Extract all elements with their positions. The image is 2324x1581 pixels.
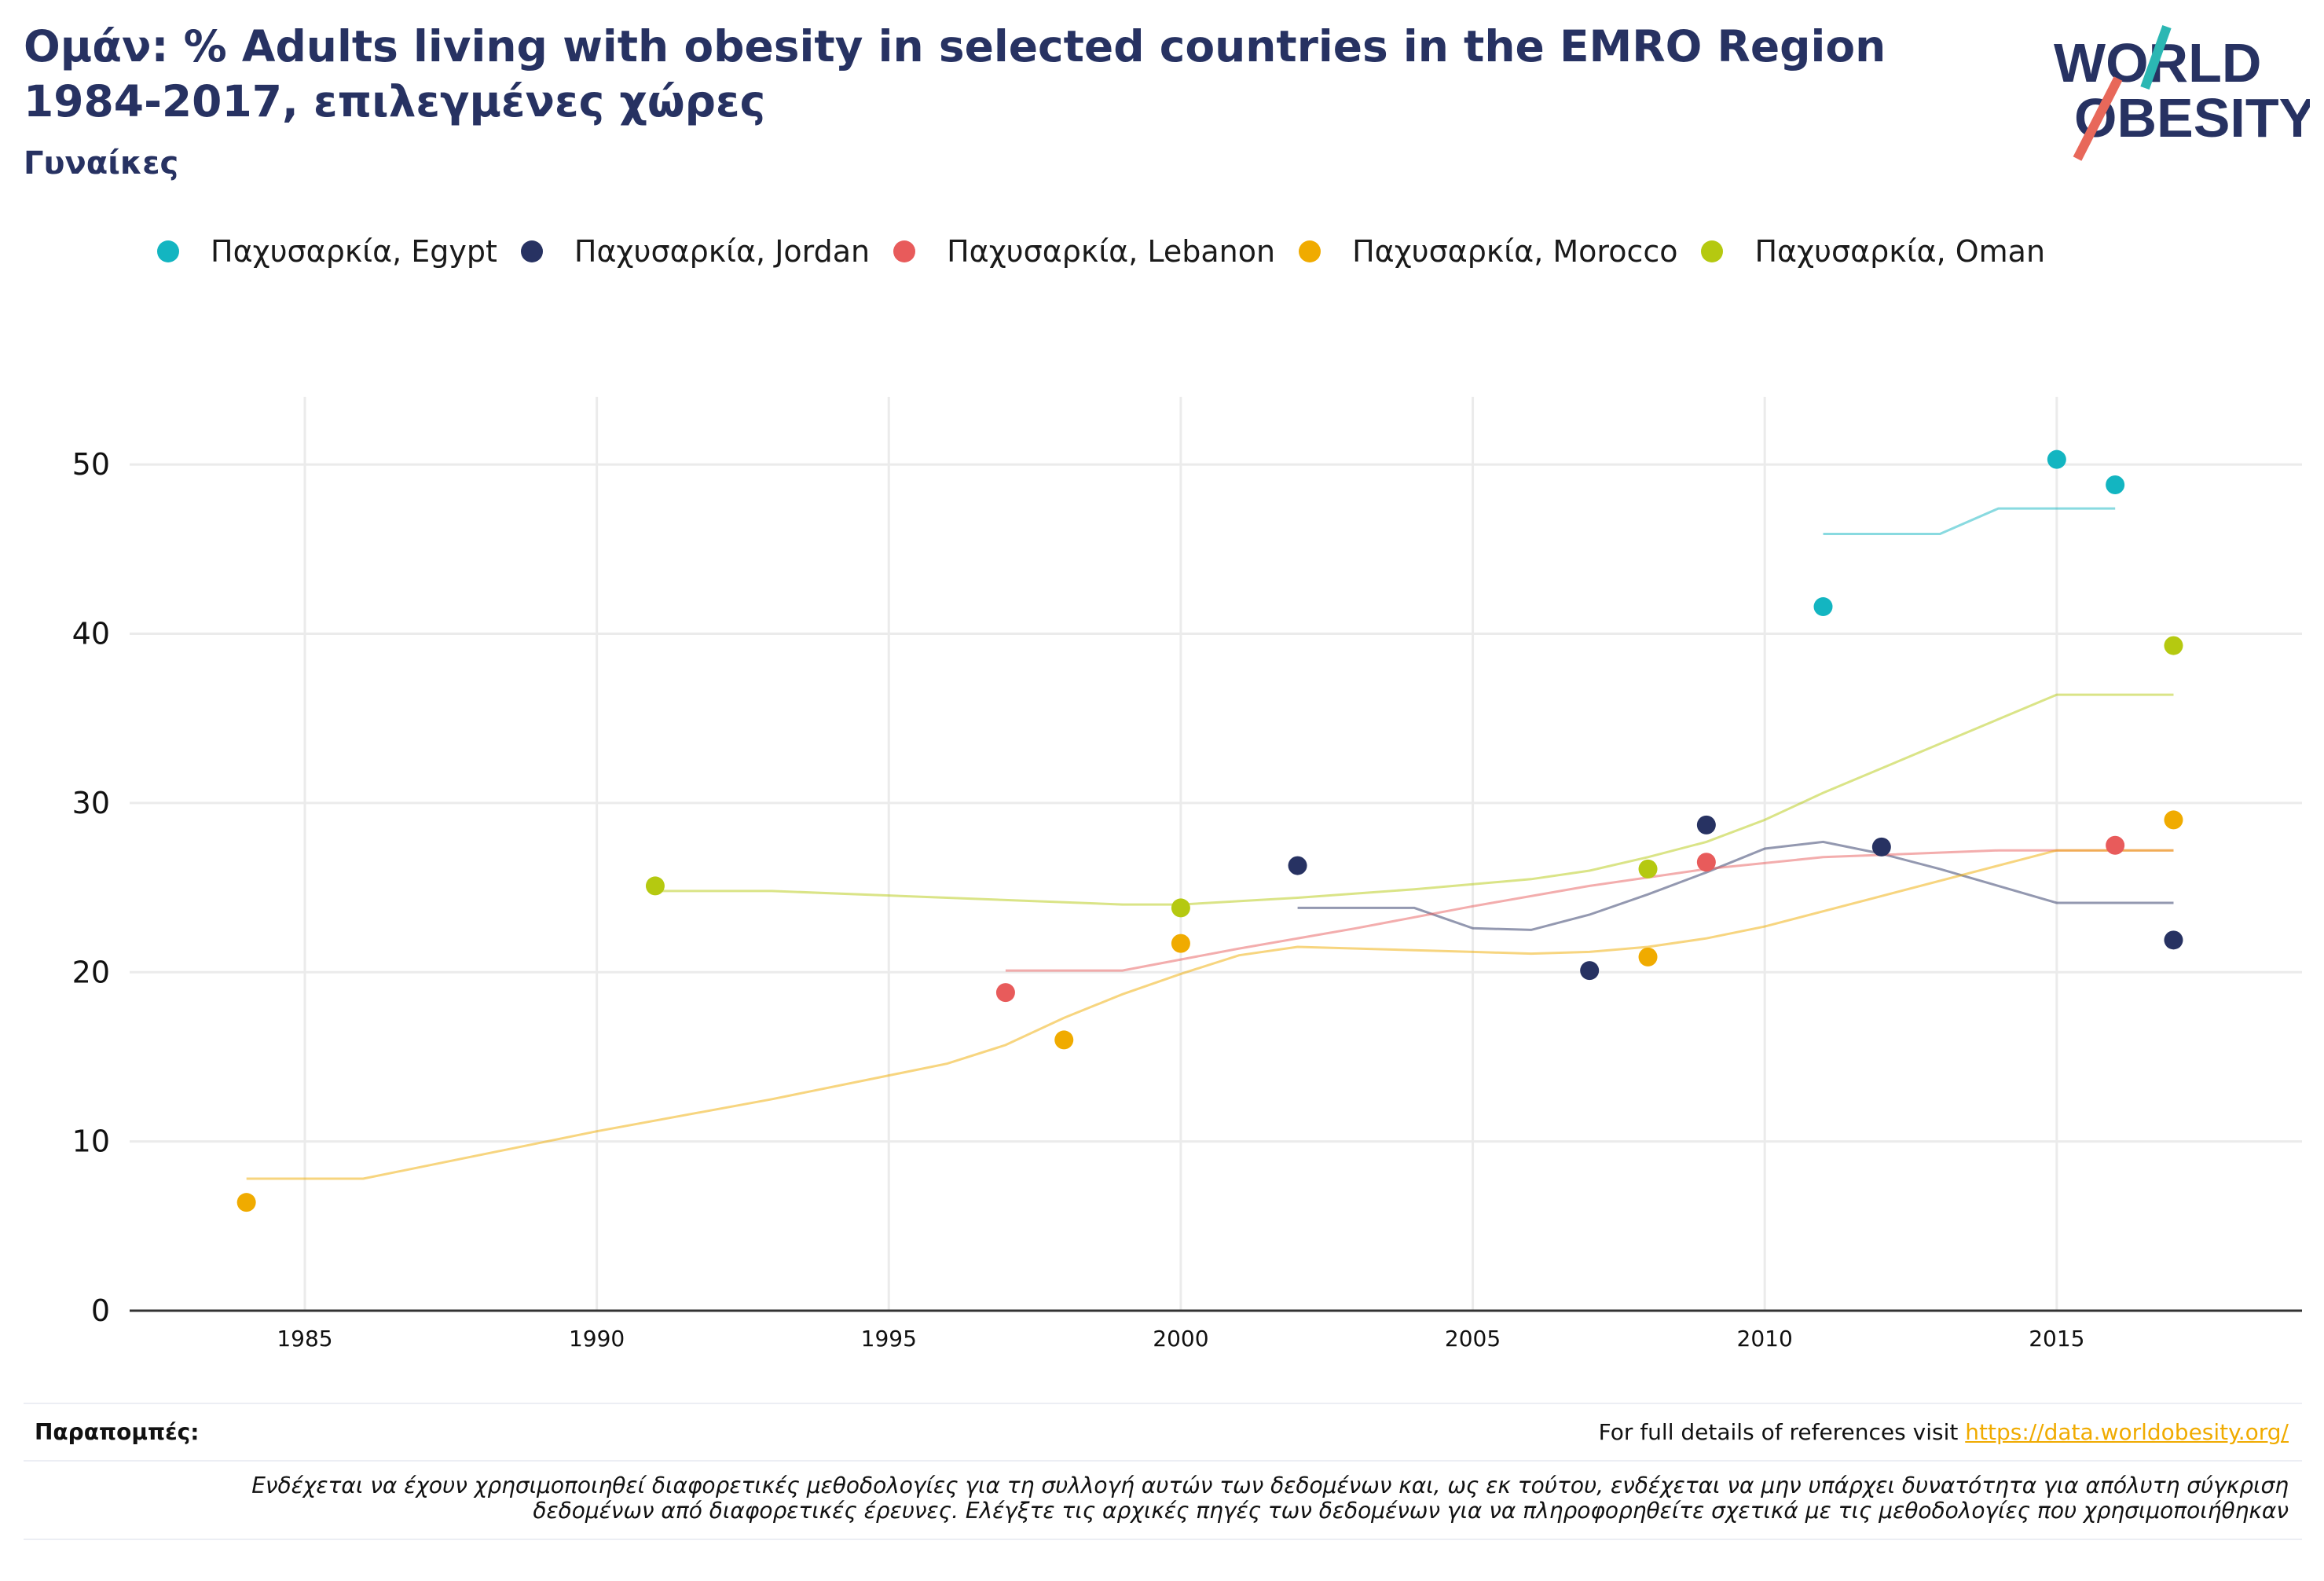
data-point-lebanon (995, 983, 1015, 1003)
data-point-oman (645, 876, 665, 896)
x-tick-label-1990: 1990 (569, 1326, 625, 1352)
data-point-jordan (2164, 930, 2183, 950)
data-point-jordan (1696, 815, 1716, 835)
footer-rule-middle (24, 1460, 2302, 1462)
legend-label: Παχυσαρκία, Morocco (1352, 234, 1678, 269)
trend-line-oman (655, 693, 2174, 906)
data-point-morocco (1054, 1030, 1074, 1050)
legend-swatch (1299, 240, 1321, 262)
legend-item-egypt[interactable]: Παχυσαρκία, Egypt (157, 234, 497, 269)
footer-rule-bottom (24, 1539, 2302, 1540)
legend-label: Παχυσαρκία, Egypt (211, 234, 497, 269)
page-title: Ομάν: % Adults living with obesity in se… (24, 21, 1886, 127)
trend-line-morocco (246, 849, 2174, 1180)
data-point-jordan (1288, 856, 1307, 875)
logo-slash-teal (2140, 24, 2172, 90)
legend-item-jordan[interactable]: Παχυσαρκία, Jordan (520, 234, 871, 269)
references-link[interactable]: https://data.worldobesity.org/ (1965, 1419, 2289, 1445)
data-point-morocco (236, 1193, 256, 1212)
legend-item-lebanon[interactable]: Παχυσαρκία, Lebanon (893, 234, 1275, 269)
y-tick-label-0: 0 (91, 1293, 110, 1328)
data-points (236, 449, 2183, 1212)
trend-lines (246, 507, 2174, 1180)
y-tick-label-20: 20 (72, 955, 110, 989)
data-point-egypt (1813, 597, 1833, 617)
x-tick-label-2015: 2015 (2029, 1326, 2084, 1352)
data-point-morocco (1171, 934, 1190, 953)
x-tick-label-2010: 2010 (1737, 1326, 1793, 1352)
references-prefix: For full details of references visit (1598, 1419, 1966, 1445)
grid-layer (130, 397, 2302, 1311)
data-point-lebanon (2106, 835, 2125, 855)
data-point-jordan (1580, 961, 1600, 981)
methodology-disclaimer: Ενδέχεται να έχουν χρησιμοποιηθεί διαφορ… (49, 1473, 2289, 1524)
disclaimer-line-2: δεδομένων από διαφορετικές έρευνες. Ελέγ… (533, 1498, 2289, 1524)
legend-swatch (157, 240, 179, 262)
logo-slash-coral (2073, 76, 2123, 161)
data-point-oman (2164, 636, 2183, 655)
legend-label: Παχυσαρκία, Lebanon (947, 234, 1276, 269)
data-point-oman (1638, 859, 1658, 879)
world-obesity-logo: WORLD OBESITY (2054, 24, 2310, 161)
references-text: For full details of references visit htt… (1599, 1419, 2289, 1445)
data-point-egypt (2106, 475, 2125, 494)
legend-swatch (520, 240, 543, 262)
legend-item-morocco[interactable]: Παχυσαρκία, Morocco (1299, 234, 1677, 269)
data-point-oman (1171, 898, 1190, 918)
references-label: Παραπομπές: (35, 1419, 200, 1445)
data-point-morocco (1638, 947, 1658, 967)
disclaimer-line-1: Ενδέχεται να έχουν χρησιμοποιηθεί διαφορ… (251, 1473, 2289, 1498)
trend-line-jordan (1297, 840, 2174, 931)
legend-label: Παχυσαρκία, Oman (1754, 234, 2046, 269)
footer-rule-top (24, 1403, 2302, 1404)
x-tick-label-2000: 2000 (1153, 1326, 1208, 1352)
legend-swatch (1701, 240, 1724, 262)
data-point-morocco (2164, 810, 2183, 830)
chart-legend: Παχυσαρκία, Egypt Παχυσαρκία, Jordan Παχυσ… (157, 228, 2069, 275)
data-point-lebanon (1696, 853, 1716, 872)
data-point-egypt (2047, 449, 2066, 469)
axes: 0 10 20 30 40 50 1985 1990 1995 2000 2005 2010 2015 (72, 447, 2302, 1352)
legend-label: Παχυσαρκία, Jordan (574, 234, 871, 269)
obesity-chart: 0 10 20 30 40 50 1985 1990 1995 2000 2005 2010 2015 (72, 397, 2302, 1352)
trend-line-egypt (1823, 507, 2116, 535)
y-tick-label-30: 30 (72, 786, 110, 820)
legend-item-oman[interactable]: Παχυσαρκία, Oman (1701, 234, 2045, 269)
y-tick-label-10: 10 (72, 1124, 110, 1159)
trend-line-lebanon (1005, 849, 2174, 972)
chart-subtitle: Γυναίκες (24, 145, 179, 182)
x-tick-label-1985: 1985 (277, 1326, 332, 1352)
x-tick-label-2005: 2005 (1445, 1326, 1501, 1352)
y-tick-label-40: 40 (72, 617, 110, 651)
y-tick-label-50: 50 (72, 447, 110, 482)
data-point-jordan (1871, 837, 1891, 857)
x-tick-label-1995: 1995 (861, 1326, 917, 1352)
legend-swatch (893, 240, 916, 262)
